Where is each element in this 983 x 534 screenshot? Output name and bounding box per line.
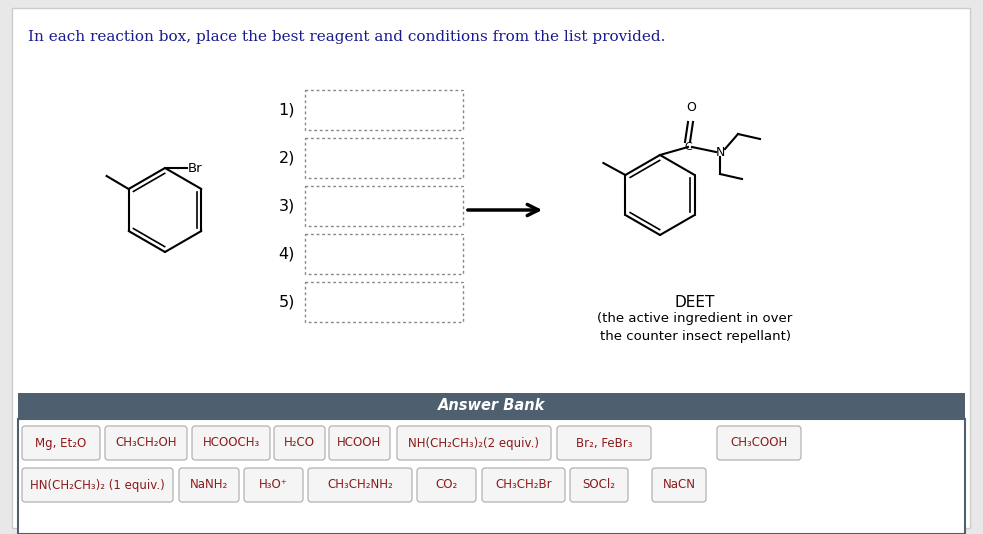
FancyBboxPatch shape xyxy=(397,426,551,460)
Text: NH(CH₂CH₃)₂(2 equiv.): NH(CH₂CH₃)₂(2 equiv.) xyxy=(409,436,540,450)
FancyBboxPatch shape xyxy=(192,426,270,460)
Text: Br₂, FeBr₃: Br₂, FeBr₃ xyxy=(576,436,632,450)
FancyBboxPatch shape xyxy=(274,426,325,460)
Text: HCOOCH₃: HCOOCH₃ xyxy=(202,436,260,450)
FancyBboxPatch shape xyxy=(482,468,565,502)
Text: NaCN: NaCN xyxy=(663,478,696,491)
Text: 1): 1) xyxy=(278,103,295,117)
Text: CO₂: CO₂ xyxy=(435,478,458,491)
FancyBboxPatch shape xyxy=(652,468,706,502)
Text: Answer Bank: Answer Bank xyxy=(437,398,546,413)
Text: H₃O⁺: H₃O⁺ xyxy=(260,478,288,491)
FancyBboxPatch shape xyxy=(18,393,965,419)
FancyBboxPatch shape xyxy=(105,426,187,460)
Text: N: N xyxy=(716,145,724,159)
Text: 5): 5) xyxy=(278,294,295,310)
FancyBboxPatch shape xyxy=(22,426,100,460)
Text: 4): 4) xyxy=(278,247,295,262)
Text: Br: Br xyxy=(188,161,202,175)
FancyBboxPatch shape xyxy=(305,234,463,274)
Text: HN(CH₂CH₃)₂ (1 equiv.): HN(CH₂CH₃)₂ (1 equiv.) xyxy=(30,478,165,491)
Text: CH₃CH₂NH₂: CH₃CH₂NH₂ xyxy=(327,478,393,491)
Text: CH₃COOH: CH₃COOH xyxy=(730,436,787,450)
Text: SOCl₂: SOCl₂ xyxy=(583,478,615,491)
FancyBboxPatch shape xyxy=(179,468,239,502)
Text: HCOOH: HCOOH xyxy=(337,436,381,450)
Text: CH₃CH₂Br: CH₃CH₂Br xyxy=(495,478,551,491)
FancyBboxPatch shape xyxy=(329,426,390,460)
FancyBboxPatch shape xyxy=(557,426,651,460)
Text: C: C xyxy=(684,142,692,152)
FancyBboxPatch shape xyxy=(305,138,463,178)
FancyBboxPatch shape xyxy=(244,468,303,502)
Text: NaNH₂: NaNH₂ xyxy=(190,478,228,491)
Text: In each reaction box, place the best reagent and conditions from the list provid: In each reaction box, place the best rea… xyxy=(28,30,665,44)
FancyBboxPatch shape xyxy=(305,186,463,226)
FancyBboxPatch shape xyxy=(305,90,463,130)
FancyBboxPatch shape xyxy=(12,8,970,528)
Text: 2): 2) xyxy=(278,151,295,166)
Text: (the active ingredient in over
the counter insect repellant): (the active ingredient in over the count… xyxy=(598,312,792,343)
Text: CH₃CH₂OH: CH₃CH₂OH xyxy=(115,436,177,450)
Text: Mg, Et₂O: Mg, Et₂O xyxy=(35,436,87,450)
FancyBboxPatch shape xyxy=(18,419,965,534)
Text: O: O xyxy=(686,101,696,114)
Text: H₂CO: H₂CO xyxy=(284,436,315,450)
FancyBboxPatch shape xyxy=(417,468,476,502)
FancyBboxPatch shape xyxy=(22,468,173,502)
FancyBboxPatch shape xyxy=(570,468,628,502)
FancyBboxPatch shape xyxy=(305,282,463,322)
Text: 3): 3) xyxy=(279,199,295,214)
FancyBboxPatch shape xyxy=(717,426,801,460)
Text: DEET: DEET xyxy=(674,295,716,310)
FancyBboxPatch shape xyxy=(308,468,412,502)
